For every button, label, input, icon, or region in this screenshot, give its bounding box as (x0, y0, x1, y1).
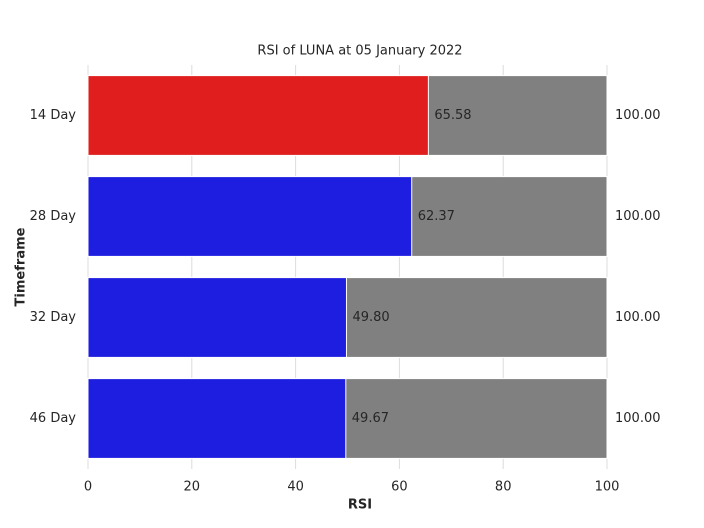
bar (87, 378, 347, 459)
bar (87, 176, 413, 257)
y-axis-label: Timeframe (14, 227, 29, 306)
x-tick-label: 80 (495, 480, 512, 495)
y-tick-label: 32 Day (30, 310, 77, 325)
bar (87, 277, 347, 358)
value-label: 62.37 (418, 209, 455, 224)
y-tick-label: 46 Day (30, 411, 77, 426)
x-tick-label: 20 (184, 480, 201, 495)
value-label: 49.80 (352, 310, 389, 325)
total-label: 100.00 (615, 310, 661, 325)
x-tick-label: 40 (287, 480, 304, 495)
x-tick-label: 100 (595, 480, 620, 495)
x-axis-label: RSI (348, 498, 372, 513)
y-tick-label: 14 Day (30, 108, 77, 123)
value-label: 65.58 (434, 108, 471, 123)
value-label: 49.67 (352, 411, 389, 426)
x-tick-label: 0 (84, 480, 92, 495)
chart-title: RSI of LUNA at 05 January 2022 (257, 44, 462, 59)
y-tick-label: 28 Day (30, 209, 77, 224)
x-tick-label: 60 (391, 480, 408, 495)
bar (87, 75, 429, 156)
total-label: 100.00 (615, 411, 661, 426)
total-label: 100.00 (615, 209, 661, 224)
total-label: 100.00 (615, 108, 661, 123)
